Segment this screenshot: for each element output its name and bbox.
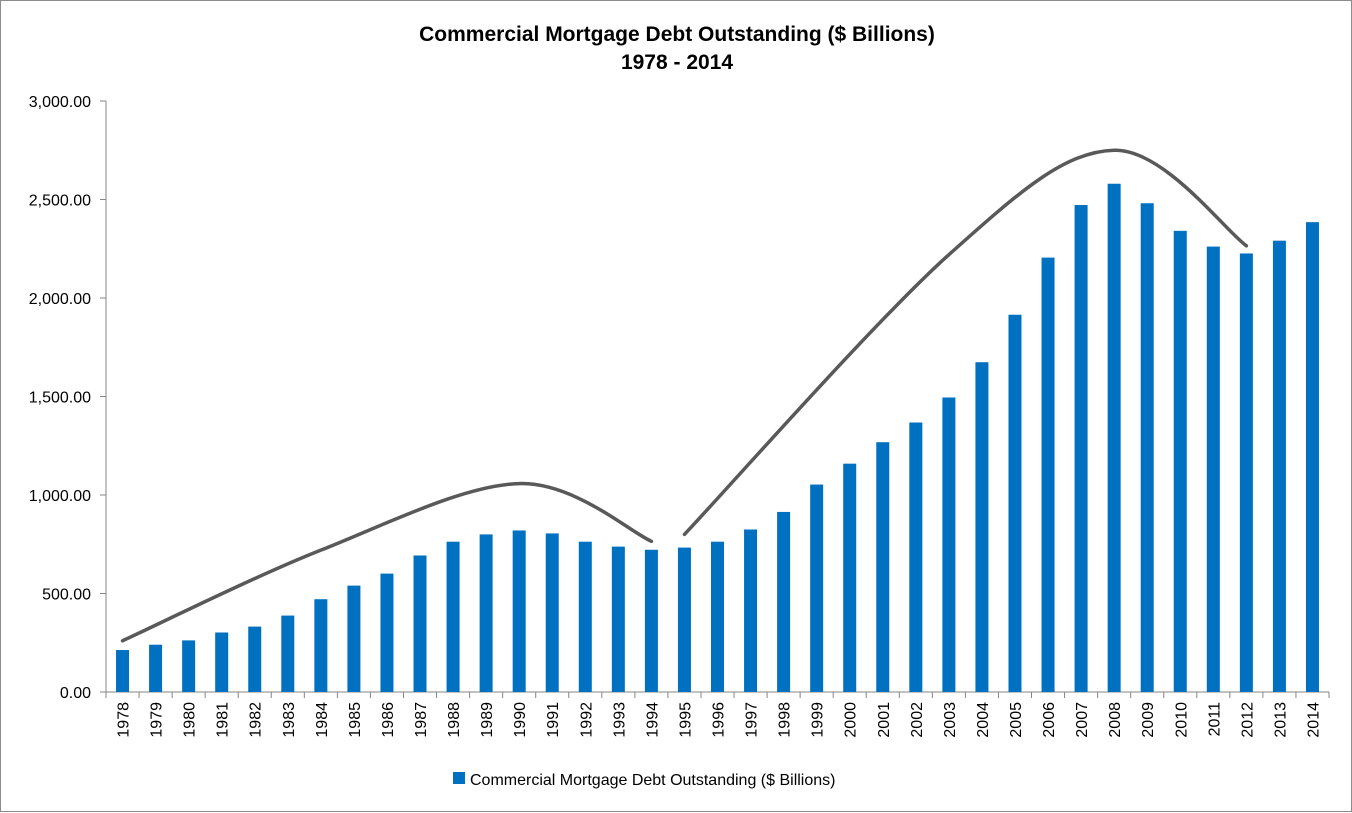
x-tick-label: 1999 [810, 702, 827, 738]
legend-label: Commercial Mortgage Debt Outstanding ($ … [470, 772, 835, 789]
bar [611, 546, 625, 692]
bar [1206, 246, 1220, 692]
y-axis: 0.00 500.00 1,000.00 1,500.00 2,000.00 2,500.… [29, 94, 107, 702]
bar [876, 442, 890, 692]
x-tick-label: 1983 [281, 702, 298, 738]
trend-arc [682, 148, 1249, 537]
bar [711, 541, 724, 692]
x-tick-label: 2011 [1206, 702, 1223, 737]
x-tick-label: 1994 [644, 702, 661, 738]
bar [1305, 222, 1319, 692]
bars [116, 183, 1319, 693]
bar [942, 397, 956, 692]
bar [1107, 183, 1121, 693]
bar [215, 632, 229, 692]
bar [182, 640, 196, 692]
x-tick-label: 1984 [314, 702, 331, 738]
bar [578, 541, 592, 692]
bar [479, 534, 493, 692]
x-tick-label: 1995 [677, 702, 694, 738]
chart-subtitle: 1978 - 2014 [621, 51, 733, 74]
x-tick-label: 2009 [1140, 702, 1157, 738]
x-tick-label: 2013 [1272, 702, 1289, 738]
y-tick-label: 2,000.00 [29, 291, 91, 308]
x-axis: 1978 1979 1980 1981 1982 1983 1984 1985 1986 1987… [105, 691, 1330, 738]
bar [1008, 314, 1022, 692]
x-tick-label: 1992 [578, 702, 595, 738]
x-tick-label: 2007 [1074, 702, 1091, 738]
x-tick-label: 2006 [1041, 702, 1058, 738]
x-tick-label: 1980 [182, 702, 199, 738]
legend-swatch [453, 772, 465, 784]
x-tick-label: 2004 [975, 702, 992, 738]
bar [116, 650, 130, 692]
y-tick-label: 3,000.00 [29, 94, 91, 111]
bar [314, 599, 328, 692]
legend: Commercial Mortgage Debt Outstanding ($ … [453, 772, 835, 789]
y-tick-label: 1,000.00 [29, 488, 91, 505]
bar [744, 529, 758, 692]
x-tick-label: 1985 [347, 702, 364, 738]
x-tick-label: 1997 [744, 702, 761, 738]
x-tick-label: 1998 [777, 702, 794, 738]
x-tick-label: 2001 [876, 702, 893, 738]
x-tick-label: 1989 [479, 702, 496, 738]
bar [975, 362, 989, 692]
trend-annotations [120, 148, 1249, 643]
y-tick-label: 1,500.00 [29, 390, 91, 407]
x-tick-label: 2014 [1305, 702, 1322, 738]
bar [909, 422, 923, 692]
bar [413, 555, 427, 692]
y-tick-label: 0.00 [60, 685, 91, 702]
x-tick-label: 1993 [611, 702, 628, 738]
x-tick-label: 1996 [711, 702, 728, 738]
x-tick-label: 1981 [215, 702, 232, 738]
bar [1074, 205, 1088, 693]
x-tick-label: 1991 [545, 702, 562, 738]
x-tick-label: 2008 [1107, 702, 1124, 738]
bar [810, 484, 824, 692]
bar [1041, 257, 1055, 692]
x-tick-label: 1987 [413, 702, 430, 738]
bar [380, 573, 394, 692]
y-tick-label: 2,500.00 [29, 193, 91, 210]
bar [677, 547, 691, 692]
bar [446, 541, 460, 692]
bar [777, 511, 791, 692]
y-tick-label: 500.00 [42, 587, 91, 604]
bar [1140, 203, 1154, 693]
x-tick-label: 1982 [248, 702, 265, 738]
bar [843, 463, 857, 692]
chart-title: Commercial Mortgage Debt Outstanding ($ … [419, 23, 935, 46]
bar [248, 626, 262, 692]
x-tick-label: 1979 [149, 702, 166, 738]
x-tick-label: 2003 [942, 702, 959, 738]
bar [149, 644, 163, 692]
x-tick-label: 2005 [1008, 702, 1025, 738]
x-tick-label: 1978 [116, 702, 133, 738]
bar [1173, 230, 1187, 692]
x-tick-label: 1988 [446, 702, 463, 738]
bar [644, 549, 658, 692]
bar [347, 585, 361, 692]
x-tick-label: 2000 [843, 702, 860, 738]
x-tick-label: 1986 [380, 702, 397, 738]
x-tick-label: 2012 [1239, 702, 1256, 738]
x-tick-label: 1990 [512, 702, 529, 738]
bar [1239, 253, 1253, 692]
trend-arc [120, 481, 654, 643]
bar [545, 533, 559, 692]
x-tick-label: 2002 [909, 702, 926, 738]
bar [1272, 240, 1286, 692]
bar [512, 530, 526, 692]
x-tick-label: 2010 [1173, 702, 1190, 738]
bar [281, 615, 295, 692]
